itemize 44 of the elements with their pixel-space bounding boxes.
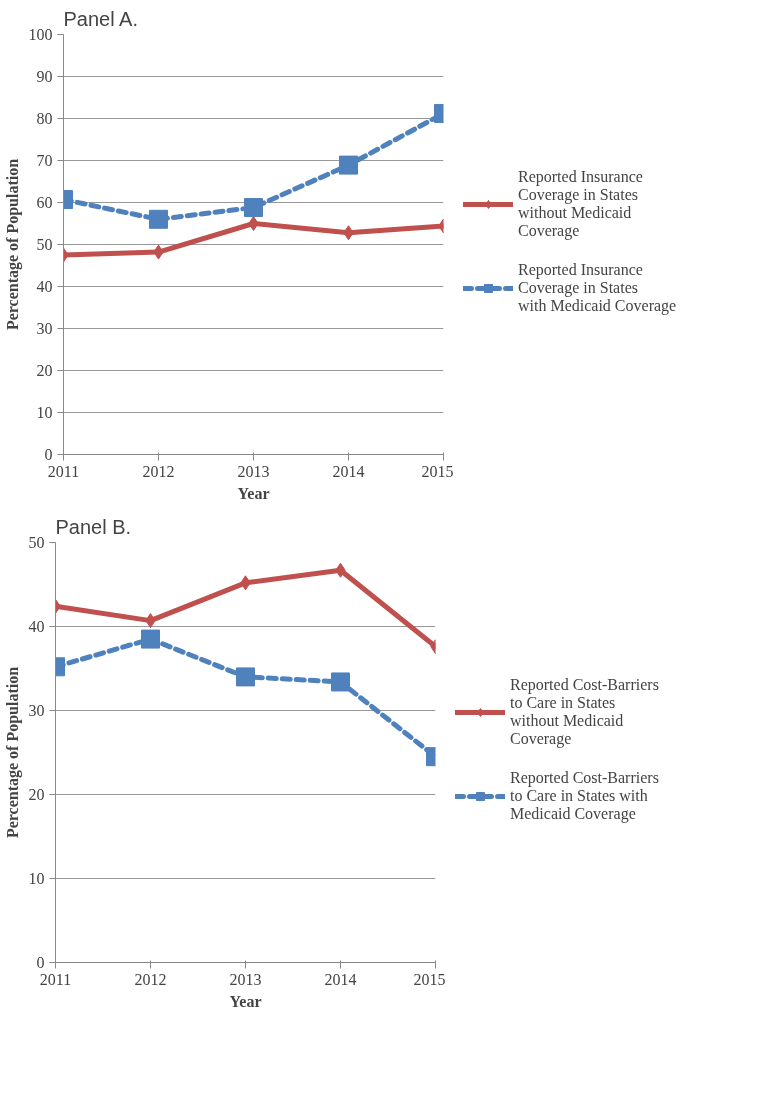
y-tick-label: 50 — [36, 236, 53, 253]
x-tick-label: 2011 — [47, 462, 80, 480]
legend-label: Reported Cost-Barriers to Care in States with Medicaid Coverage — [510, 768, 659, 825]
legend-label: Reported Insurance Coverage in States without Medicaid Coverage — [518, 168, 643, 241]
y-tick-label: 50 — [28, 534, 45, 551]
legend-label: Reported Insurance Coverage in States with Medicaid Coverage — [518, 260, 677, 317]
y-tick-label: 10 — [28, 870, 45, 887]
x-axis-title: Year — [229, 992, 262, 1010]
x-tick-label: 2012 — [134, 970, 167, 988]
point — [331, 672, 350, 692]
y-tick-label: 90 — [36, 68, 53, 85]
x-tick-label: 2015 — [413, 970, 446, 988]
point — [141, 629, 160, 649]
chart-title: Panel B. — [55, 515, 132, 538]
y-tick-label: 30 — [28, 702, 45, 719]
x-tick-label: 2012 — [142, 462, 175, 480]
y-axis-title: Percentage of Population — [3, 666, 22, 839]
y-tick-label: 0 — [36, 954, 45, 971]
y-tick-label: 20 — [28, 786, 45, 803]
point — [248, 216, 259, 231]
y-tick-label: 20 — [36, 362, 53, 379]
point — [236, 667, 255, 687]
legend-label: Reported Cost-Barriers to Care in States without Medicaid Coverage — [510, 676, 659, 749]
y-tick-label: 100 — [28, 26, 53, 43]
point — [244, 198, 263, 218]
x-tick-label: 2013 — [229, 970, 262, 988]
y-tick-label: 40 — [28, 618, 45, 635]
x-tick-label: 2011 — [39, 970, 72, 988]
x-tick-label: 2014 — [332, 462, 365, 480]
y-tick-label: 60 — [36, 194, 53, 211]
point — [339, 155, 358, 175]
y-tick-label: 0 — [44, 446, 53, 463]
x-tick-label: 2013 — [237, 462, 270, 480]
y-tick-label: 70 — [36, 152, 53, 169]
x-axis-title: Year — [237, 484, 270, 502]
y-tick-label: 30 — [36, 320, 53, 337]
y-tick-label: 80 — [36, 110, 53, 127]
y-tick-label: 10 — [36, 404, 53, 421]
y-axis-title: Percentage of Population — [3, 158, 22, 331]
y-tick-label: 40 — [36, 278, 53, 295]
x-tick-label: 2015 — [421, 462, 454, 480]
point — [149, 209, 168, 229]
x-tick-label: 2014 — [324, 970, 357, 988]
chart-title: Panel A. — [63, 7, 139, 30]
